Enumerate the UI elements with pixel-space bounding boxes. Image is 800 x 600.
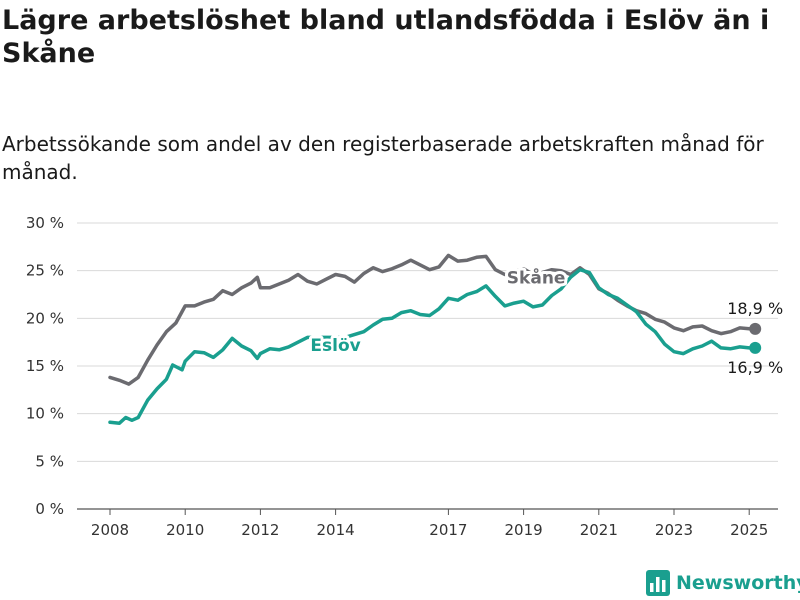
end-value-label-eslov: 16,9 % xyxy=(727,358,783,377)
y-tick-label: 25 % xyxy=(26,262,64,280)
y-tick-label: 5 % xyxy=(35,452,64,470)
series-label-skane: Skåne xyxy=(507,266,566,288)
y-tick-label: 0 % xyxy=(35,500,64,518)
x-tick-label: 2025 xyxy=(730,521,768,539)
end-value-label-skane: 18,9 % xyxy=(727,299,783,318)
y-tick-label: 15 % xyxy=(26,357,64,375)
bar-chart-logo-icon xyxy=(646,570,670,596)
x-tick-label: 2010 xyxy=(166,521,204,539)
series-label-eslov: Eslöv xyxy=(310,336,360,356)
end-marker-skane xyxy=(749,322,762,335)
y-tick-label: 30 % xyxy=(26,214,64,232)
x-tick-label: 2012 xyxy=(241,521,279,539)
line-chart: 0 % 5 % 10 % 15 % 20 % 25 % 30 % 2008 2010 2012 20… xyxy=(26,214,783,539)
series-line-skane xyxy=(108,253,751,386)
end-marker-eslov xyxy=(749,341,762,354)
x-tick-label: 2017 xyxy=(429,521,467,539)
x-tick-label: 2023 xyxy=(655,521,693,539)
y-tick-label: 20 % xyxy=(26,309,64,327)
x-tick-label: 2021 xyxy=(580,521,618,539)
newsworthy-brand: Newsworthy xyxy=(646,568,800,598)
x-tick-label: 2014 xyxy=(317,521,355,539)
chart-subtitle: Arbetssökande som andel av den registerb… xyxy=(2,132,764,184)
series-line-eslov xyxy=(108,267,751,425)
x-tick-label: 2019 xyxy=(505,521,543,539)
x-tick-label: 2008 xyxy=(91,521,129,539)
y-tick-label: 10 % xyxy=(26,405,64,423)
brand-name: Newsworthy xyxy=(676,572,800,594)
chart-title: Lägre arbetslöshet bland utlandsfödda i … xyxy=(2,5,770,69)
